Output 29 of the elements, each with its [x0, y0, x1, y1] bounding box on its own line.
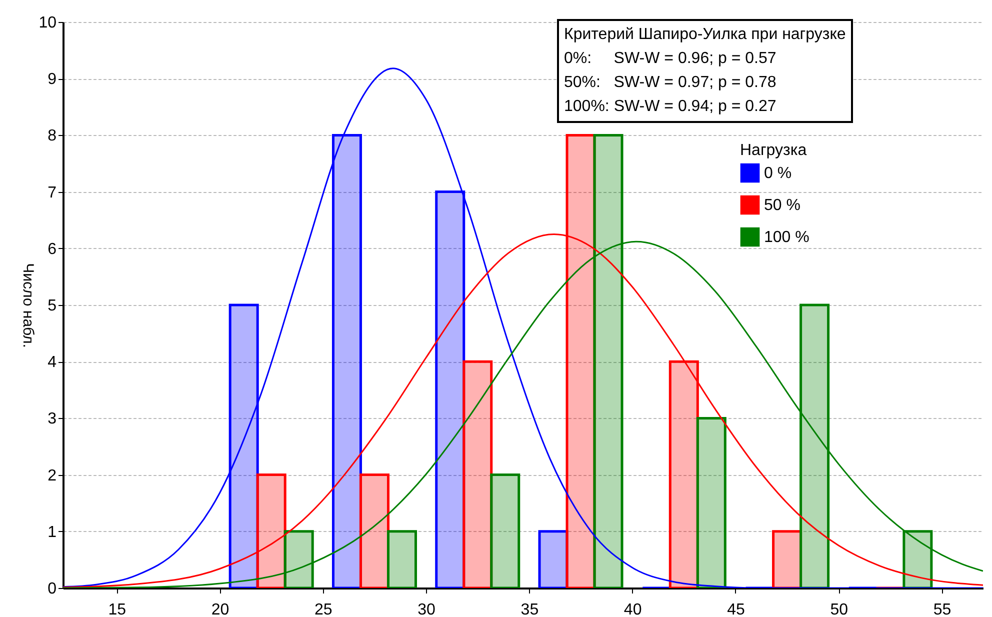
annotation: 0%: SW-W = 0.96; p = 0.57	[564, 49, 778, 69]
annotation: 100%: SW-W = 0.94; p = 0.27	[564, 97, 778, 117]
y-tick-label: 1	[48, 524, 57, 541]
x-tick-label: 40	[624, 602, 642, 617]
annotation: 50%: SW-W = 0.97; p = 0.78	[564, 73, 778, 93]
x-tick-label: 20	[211, 602, 230, 617]
x-tick-label: 55	[933, 602, 952, 617]
y-tick-label: 10	[38, 14, 57, 32]
x-tick-label: 35	[520, 602, 539, 617]
y-axis-title: Число набл.	[20, 263, 37, 348]
legend-label: 0 %	[764, 165, 792, 182]
x-tick-label: 30	[418, 602, 436, 617]
y-tick-label: 6	[48, 240, 57, 258]
x-tick-label: 15	[108, 602, 126, 617]
y-tick-label: 8	[48, 128, 57, 145]
y-tick-label: 4	[48, 354, 57, 372]
y-tick-label: 5	[48, 298, 57, 314]
x-tick-label: 50	[830, 602, 848, 617]
y-tick-label: 7	[48, 184, 57, 202]
y-tick-label: 3	[48, 410, 57, 428]
annotation: Критерий Шапиро-Уилка при нагрузке	[564, 25, 846, 45]
x-tick-label: 45	[727, 602, 745, 617]
y-tick-label: 2	[48, 467, 57, 484]
legend-title: Нагрузка	[740, 142, 807, 159]
y-tick-label: 0	[48, 580, 57, 598]
y-tick-label: 9	[48, 71, 57, 88]
legend-label: 100 %	[764, 229, 810, 246]
legend-label: 50 %	[764, 197, 800, 214]
x-tick-label: 25	[314, 602, 332, 617]
